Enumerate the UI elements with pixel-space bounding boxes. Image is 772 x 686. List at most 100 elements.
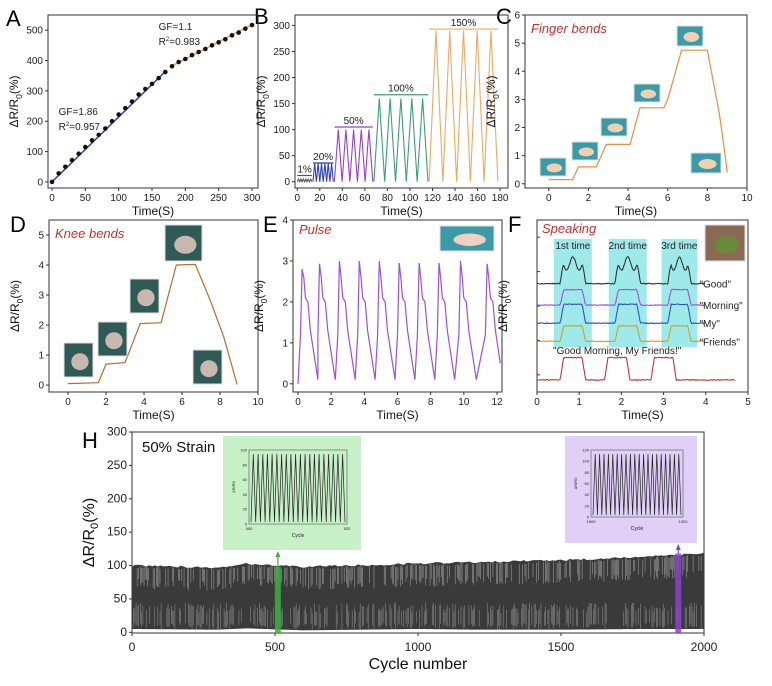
time-window bbox=[554, 239, 592, 347]
panel-label-e: E bbox=[263, 212, 278, 237]
strain-label: 100% bbox=[388, 84, 414, 95]
panel-title: 50% Strain bbox=[142, 439, 215, 456]
y-tick-label: 6 bbox=[514, 11, 520, 22]
gf-annotation: GF=1.86 bbox=[59, 107, 99, 118]
y-tick-label: 4 bbox=[38, 261, 44, 272]
strain-label: 20% bbox=[313, 152, 333, 163]
y-tick-label: 1 bbox=[282, 338, 288, 349]
y-axis-title-main: ΔR/R bbox=[254, 99, 268, 128]
x-tick-label: 1000 bbox=[405, 640, 432, 654]
y-tick-label: 200 bbox=[26, 117, 43, 128]
y-tick-label: 3 bbox=[514, 95, 520, 106]
x-tick-label: 0 bbox=[546, 193, 552, 204]
photo-finger-2-subject bbox=[579, 147, 595, 156]
photo-knee-2-subject bbox=[105, 332, 122, 349]
x-tick-label: 0 bbox=[294, 193, 300, 204]
data-point bbox=[56, 171, 61, 176]
y-tick-label: 0 bbox=[38, 381, 44, 392]
y-tick-label: 1 bbox=[514, 151, 520, 162]
inset-x-title: Cycle bbox=[292, 533, 305, 539]
inset-x-tick-label: 1900 bbox=[587, 519, 597, 524]
x-tick-label: 6 bbox=[395, 397, 401, 408]
panel-a: GF=1.86R2=0.957GF=1.1R2=0.9830 50 100 150 20… bbox=[7, 15, 261, 218]
panel-f: 1st time 2nd time 3rd time 0 1 2 3 4 5 Time(S) ΔR/… bbox=[496, 220, 751, 422]
x-tick-label: 2000 bbox=[691, 640, 718, 654]
x-tick-label: 40 bbox=[337, 193, 349, 204]
panel-label-h: H bbox=[82, 428, 98, 453]
data-point bbox=[183, 57, 188, 62]
highlight-region bbox=[675, 554, 681, 633]
strain-label: 150% bbox=[451, 18, 477, 29]
y-tick-label: 150 bbox=[107, 525, 127, 539]
data-point bbox=[216, 40, 221, 45]
y-tick-label: 0 bbox=[37, 177, 43, 188]
inset-x-tick-label: 520 bbox=[344, 526, 351, 531]
window-label: 3rd time bbox=[661, 241, 698, 252]
y-tick-label: 200 bbox=[107, 491, 127, 505]
y-axis-title-suffix: (%) bbox=[254, 75, 268, 94]
panel-title: Finger bends bbox=[531, 21, 607, 36]
data-point bbox=[230, 33, 235, 38]
inset-y-tick-label: 80 bbox=[243, 462, 248, 467]
x-tick-label: 50 bbox=[80, 193, 92, 204]
x-tick-label: 1500 bbox=[548, 640, 575, 654]
cycling-signal-band bbox=[132, 553, 704, 631]
y-tick-label: 0 bbox=[120, 625, 127, 639]
x-tick-label: 100 bbox=[110, 193, 127, 204]
panel-label-a: A bbox=[6, 6, 21, 31]
inset-y-tick-label: 60 bbox=[585, 481, 590, 486]
x-axis-title: Time(S) bbox=[380, 204, 422, 218]
x-tick-label: 1 bbox=[576, 397, 582, 408]
y-tick-label: 3 bbox=[282, 256, 288, 267]
x-tick-label: 0 bbox=[534, 397, 540, 408]
data-point bbox=[83, 145, 88, 150]
inset-y-tick-label: 100 bbox=[582, 459, 589, 464]
data-point bbox=[116, 112, 121, 117]
inset-y-tick-label: 120 bbox=[582, 448, 589, 453]
window-label: 2nd time bbox=[609, 241, 648, 252]
panel-title: Knee bends bbox=[55, 226, 125, 241]
y-axis-title-main: ΔR/R bbox=[8, 303, 22, 332]
photo-wrist-subject bbox=[454, 234, 486, 247]
y-tick-label: 250 bbox=[107, 458, 127, 472]
data-point bbox=[63, 164, 68, 169]
x-tick-label: 0 bbox=[49, 193, 55, 204]
photo-knee-1-subject bbox=[71, 353, 88, 370]
data-point bbox=[210, 43, 215, 48]
y-axis-title: ΔR/R0(%) bbox=[484, 75, 501, 127]
strain-signal bbox=[313, 164, 333, 182]
inset-1: 0204060801001201900 1920CycleΔR/R0 bbox=[565, 436, 697, 543]
arrow-head-icon bbox=[676, 544, 681, 550]
y-tick-label: 400 bbox=[26, 56, 43, 67]
y-tick-label: 2 bbox=[282, 297, 288, 308]
x-tick-label: 10 bbox=[458, 397, 470, 408]
x-tick-label: 4 bbox=[703, 397, 709, 408]
data-point bbox=[143, 87, 148, 92]
strain-signal bbox=[334, 130, 372, 182]
data-point bbox=[110, 119, 115, 124]
x-tick-label: 10 bbox=[252, 397, 264, 408]
y-axis-title: ΔR/R0(%) bbox=[252, 280, 269, 332]
data-point bbox=[203, 47, 208, 52]
x-tick-label: 80 bbox=[382, 193, 394, 204]
data-point bbox=[243, 26, 248, 31]
r2-value: =0.983 bbox=[169, 37, 200, 48]
r2-label: R bbox=[159, 37, 166, 48]
x-tick-label: 2 bbox=[103, 397, 109, 408]
panel-c: Finger bends0 2 4 6 8 100123456Time(S)ΔR/R0(%… bbox=[484, 11, 753, 219]
x-tick-label: 5 bbox=[745, 397, 751, 408]
inset-y-title: ΔR/R0 bbox=[231, 480, 236, 493]
photo-finger-1-subject bbox=[547, 163, 563, 172]
highlight-region bbox=[275, 567, 281, 633]
series-label: "Friends" bbox=[699, 337, 740, 348]
series-label: "Morning" bbox=[699, 301, 743, 312]
y-axis-title-suffix: (%) bbox=[81, 498, 98, 523]
x-tick-label: 20 bbox=[314, 193, 326, 204]
photo-knee-3-subject bbox=[137, 289, 154, 306]
data-point bbox=[163, 70, 168, 75]
x-tick-label: 2 bbox=[328, 397, 334, 408]
x-axis-title: Time(S) bbox=[621, 408, 663, 422]
x-tick-label: 250 bbox=[210, 193, 227, 204]
panel-label-d: D bbox=[10, 212, 26, 237]
